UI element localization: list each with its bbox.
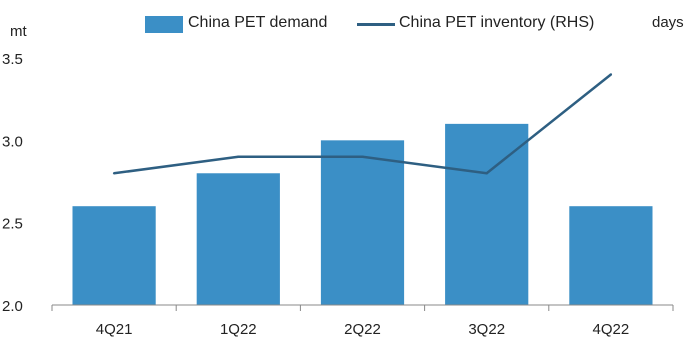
bar-2Q22 [320, 140, 405, 305]
legend-inventory-label: China PET inventory (RHS) [399, 14, 595, 31]
x-tick-label: 3Q22 [468, 321, 505, 338]
bar-4Q21 [72, 206, 156, 305]
y-tick-label: 2.0 [2, 298, 23, 315]
left-axis-unit: mt [10, 23, 27, 40]
legend-demand-label: China PET demand [188, 14, 328, 31]
inventory-point-2Q22 [361, 155, 364, 158]
legend-demand-swatch [145, 16, 183, 33]
bar-1Q22 [196, 173, 280, 305]
right-axis-unit: days [652, 14, 684, 31]
inventory-point-1Q22 [237, 155, 240, 158]
legend-inventory-swatch [357, 23, 395, 26]
x-tick-label: 4Q21 [96, 321, 133, 338]
bar-3Q22 [445, 123, 529, 305]
y-tick-label: 3.5 [2, 51, 23, 68]
x-tick-label: 2Q22 [344, 321, 381, 338]
y-tick-label: 3.0 [2, 133, 23, 150]
x-tick-label: 4Q22 [593, 321, 630, 338]
y-tick-label: 2.5 [2, 216, 23, 233]
inventory-point-3Q22 [485, 172, 488, 175]
inventory-point-4Q22 [609, 73, 613, 76]
inventory-point-4Q21 [112, 172, 116, 175]
x-tick-label: 1Q22 [220, 321, 257, 338]
bar-4Q22 [569, 206, 653, 305]
